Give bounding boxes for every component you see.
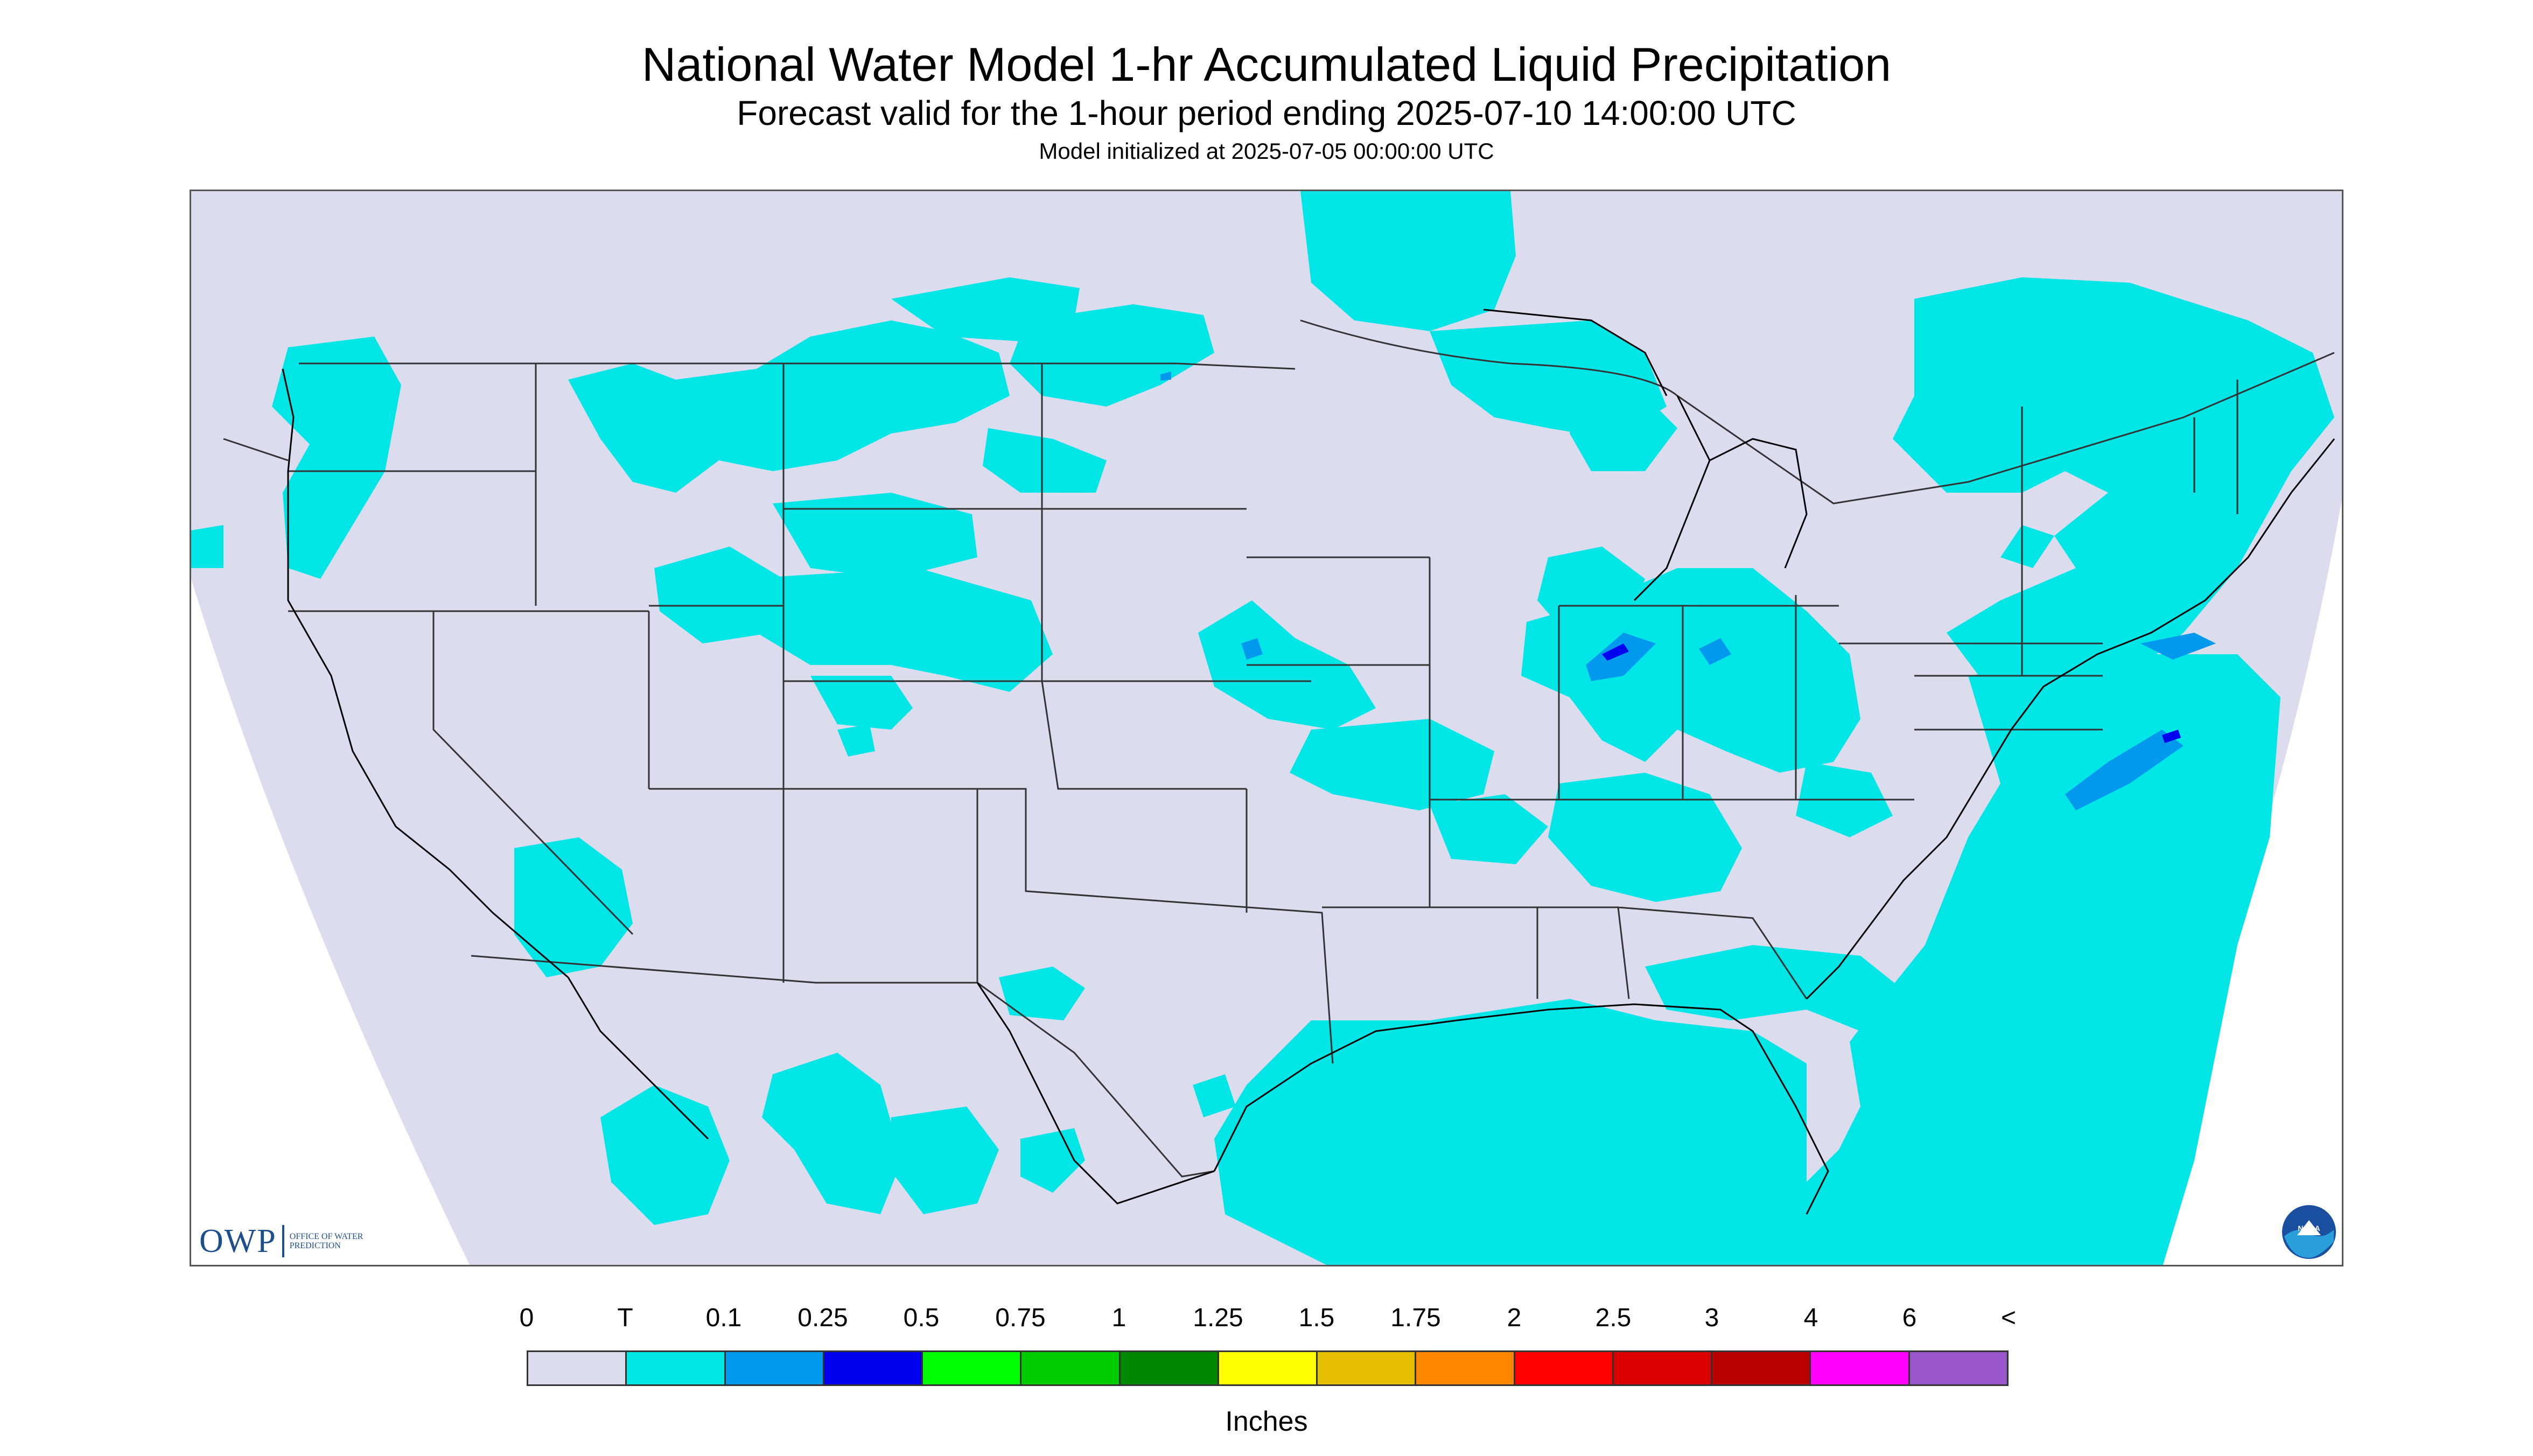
political-boundaries <box>223 319 2335 1178</box>
legend-tick: 2.5 <box>1595 1304 1632 1332</box>
map-canvas <box>191 191 2342 1265</box>
noaa-logo-icon: NOAA <box>2282 1205 2336 1259</box>
light-blue-precip-areas <box>1160 372 2216 810</box>
legend-tick: 0.75 <box>995 1304 1046 1332</box>
legend-swatch <box>1515 1352 1614 1384</box>
legend-swatch <box>1909 1352 2007 1384</box>
owp-separator <box>282 1225 284 1257</box>
legend-tick: 0.5 <box>903 1304 940 1332</box>
legend-tick: 0 <box>519 1304 534 1332</box>
legend-color-bar <box>527 1350 2009 1386</box>
blue-precip-areas <box>1602 643 2181 743</box>
legend-tick: 4 <box>1803 1304 1818 1332</box>
legend-tick: 0.25 <box>797 1304 848 1332</box>
legend-swatch <box>824 1352 923 1384</box>
legend-tick: 1 <box>1111 1304 1126 1332</box>
precipitation-map <box>190 190 2343 1266</box>
legend-swatch <box>1712 1352 1811 1384</box>
legend-swatch <box>627 1352 726 1384</box>
map-title: National Water Model 1-hr Accumulated Li… <box>641 38 1892 91</box>
legend-swatch <box>1811 1352 1910 1384</box>
noaa-logo-text: NOAA <box>2298 1224 2320 1233</box>
legend-tick: 0.1 <box>705 1304 742 1332</box>
legend-swatch <box>1416 1352 1515 1384</box>
model-init-text: Model initialized at 2025-07-05 00:00:00… <box>1039 138 1494 164</box>
legend-tick: 1.5 <box>1298 1304 1335 1332</box>
legend-swatch <box>1613 1352 1713 1384</box>
legend-swatch <box>1021 1352 1121 1384</box>
legend-tick: 6 <box>1902 1304 1917 1332</box>
legend-swatch <box>1120 1352 1219 1384</box>
coastlines <box>282 309 2335 1215</box>
owp-text: OFFICE OF WATER PREDICTION <box>289 1232 363 1250</box>
legend-swatch <box>528 1352 627 1384</box>
forecast-valid-subtitle: Forecast valid for the 1-hour period end… <box>737 94 1796 132</box>
legend-tick: 3 <box>1704 1304 1719 1332</box>
legend-units: Inches <box>1225 1406 1308 1437</box>
owp-logo: OWP OFFICE OF WATER PREDICTION <box>199 1222 376 1260</box>
owp-mark: OWP <box>199 1222 277 1259</box>
legend-swatch <box>1219 1352 1318 1384</box>
legend-tick: 2 <box>1507 1304 1522 1332</box>
legend-tick: < <box>2000 1304 2017 1332</box>
legend-tick: 1.75 <box>1390 1304 1441 1332</box>
legend-swatch <box>923 1352 1022 1384</box>
legend-swatch <box>725 1352 824 1384</box>
legend-tick: 1.25 <box>1193 1304 1243 1332</box>
legend-swatch <box>1318 1352 1417 1384</box>
legend-tick: T <box>617 1304 633 1332</box>
